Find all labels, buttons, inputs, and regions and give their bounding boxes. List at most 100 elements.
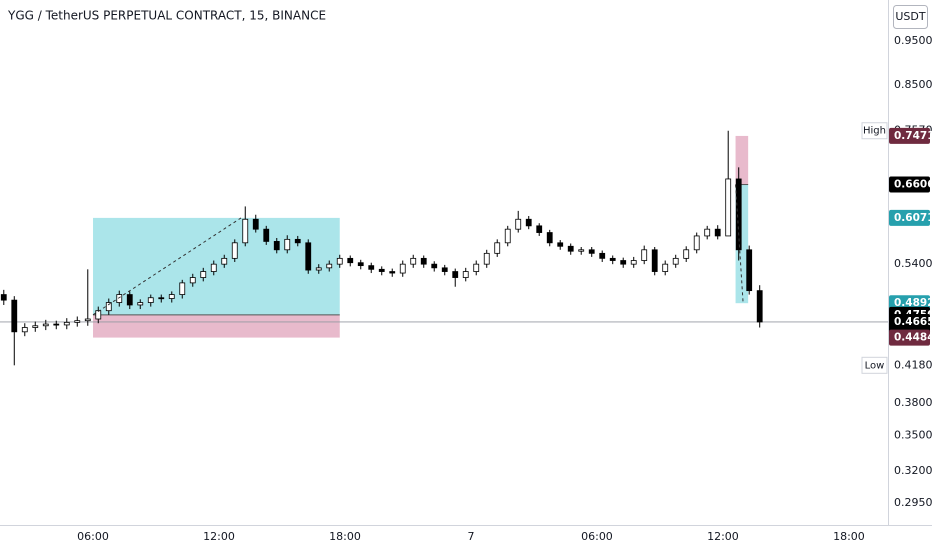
position-stop-zone xyxy=(93,314,340,338)
high-marker-box xyxy=(861,122,888,140)
candle-body xyxy=(189,277,196,284)
candle-body xyxy=(641,249,648,261)
candle-body xyxy=(609,257,616,261)
candle-body xyxy=(672,257,679,265)
x-tick-label: 12:00 xyxy=(203,530,235,543)
x-tick-label: 06:00 xyxy=(77,530,109,543)
candle-body xyxy=(252,218,259,230)
candle-body xyxy=(210,263,217,272)
currency-box[interactable] xyxy=(893,5,928,29)
y-tick-label: 0.2950 xyxy=(894,496,932,509)
price-label: 0.6071 xyxy=(894,212,932,224)
price-label-box xyxy=(889,329,930,346)
y-tick-label: 0.9500 xyxy=(894,34,932,47)
candle-body xyxy=(53,323,60,326)
candle-body xyxy=(42,323,49,327)
candle-body xyxy=(326,263,333,269)
candle-body xyxy=(116,294,123,303)
x-tick-label: 7 xyxy=(467,530,474,543)
candle-body xyxy=(200,271,207,278)
low-marker-box xyxy=(861,356,888,374)
low-marker-label: Low xyxy=(865,360,885,371)
candle-body xyxy=(221,257,228,265)
y-tick-label: 0.5400 xyxy=(894,257,932,270)
candle-body xyxy=(368,265,375,270)
price-label: 0.4665 xyxy=(894,316,932,328)
price-label: 0.6606 xyxy=(894,179,932,191)
x-tick-label: 12:00 xyxy=(707,530,739,543)
candle-body xyxy=(704,228,711,237)
candle-body xyxy=(158,297,165,300)
candle-body xyxy=(536,225,543,233)
x-tick-label: 06:00 xyxy=(581,530,613,543)
candle-body xyxy=(714,228,721,237)
price-label: 0.7471 xyxy=(894,130,932,142)
candle-body xyxy=(725,178,732,237)
candle-body xyxy=(599,252,606,259)
candle-body xyxy=(746,249,753,292)
candle-body xyxy=(294,238,301,244)
chart-title: YGG / TetherUS PERPETUAL CONTRACT, 15, B… xyxy=(7,9,326,23)
y-tick-label: 0.8500 xyxy=(894,78,932,91)
y-tick-label: 0.3800 xyxy=(894,396,932,409)
candle-body xyxy=(263,228,270,242)
candle-body xyxy=(147,297,154,303)
candle-body xyxy=(32,325,39,328)
candle-body xyxy=(389,271,396,274)
candle-body xyxy=(462,271,469,278)
candle-body xyxy=(557,242,564,247)
candle-body xyxy=(242,218,249,244)
price-label: 0.4892 xyxy=(894,297,932,309)
candle-body xyxy=(63,321,70,326)
candle-body xyxy=(630,260,637,265)
candle-body xyxy=(546,232,553,244)
candle-body xyxy=(347,257,354,264)
position-stop-zone xyxy=(735,135,749,185)
y-tick-label: 0.3500 xyxy=(894,428,932,441)
candle-body xyxy=(126,294,133,306)
position-path xyxy=(735,184,744,304)
candle-body xyxy=(504,228,511,244)
candle-body xyxy=(588,249,595,254)
candle-body xyxy=(378,268,385,272)
candle-body xyxy=(399,263,406,274)
candle-body xyxy=(683,249,690,259)
candle-body xyxy=(735,178,742,251)
candle-body xyxy=(567,245,574,252)
candle-body xyxy=(620,260,627,265)
candle-body xyxy=(441,267,448,272)
candle-body xyxy=(168,294,175,299)
high-marker-label: High xyxy=(863,126,886,137)
candle-body xyxy=(410,257,417,265)
currency[interactable]: USDT xyxy=(895,10,926,23)
candle-body xyxy=(84,318,91,322)
candle-body xyxy=(74,320,81,323)
x-tick-label: 18:00 xyxy=(833,530,865,543)
candle-body xyxy=(284,238,291,251)
candle-body xyxy=(473,263,480,272)
candle-body xyxy=(756,290,763,323)
candle-body xyxy=(357,262,364,267)
price-label-box xyxy=(889,127,930,144)
candle-body xyxy=(305,242,312,271)
price-label-box xyxy=(889,176,930,193)
candle-body xyxy=(95,310,102,320)
low-marker-value: 0.4180 xyxy=(894,358,932,371)
price-label: 0.4484 xyxy=(894,332,932,344)
candle-body xyxy=(494,242,501,254)
candle-body xyxy=(483,252,490,265)
candle-body xyxy=(515,218,522,230)
candle-body xyxy=(11,299,18,333)
candle-body xyxy=(273,241,280,251)
candle-body xyxy=(137,302,144,306)
candle-body xyxy=(693,235,700,251)
candle-body xyxy=(431,263,438,269)
candle-body xyxy=(179,282,186,295)
price-label-box xyxy=(889,209,930,226)
y-tick-label: 0.3200 xyxy=(894,464,932,477)
x-tick-label: 18:00 xyxy=(329,530,361,543)
candle-body xyxy=(105,302,112,312)
candle-body xyxy=(0,294,7,301)
